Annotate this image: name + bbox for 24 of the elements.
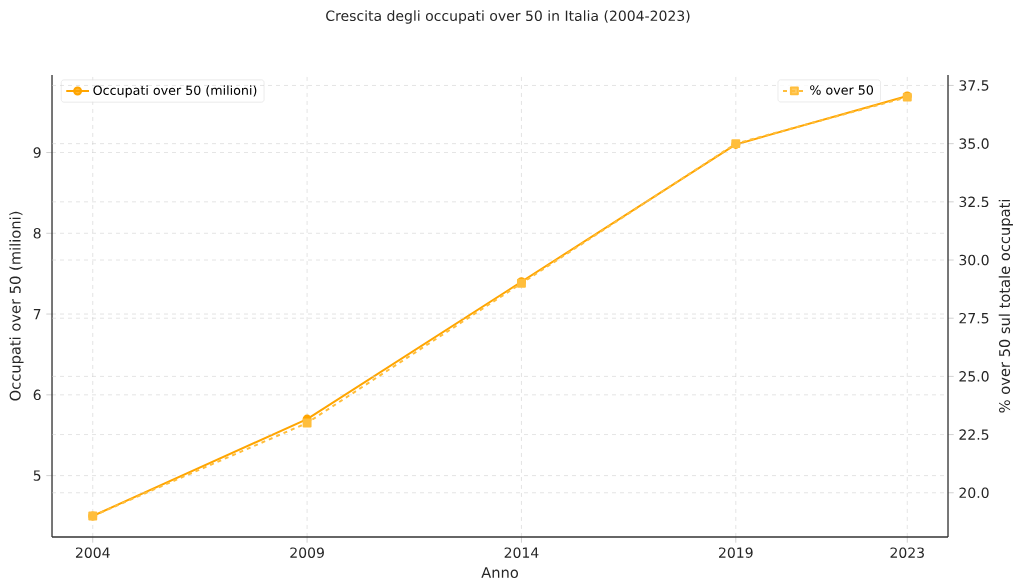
- x-tick-label: 2014: [504, 547, 539, 558]
- y2-tick-label: 37.5: [959, 80, 989, 91]
- legend-label: Occupati over 50 (milioni): [93, 85, 257, 98]
- y2-tick-label: 20.0: [959, 487, 989, 499]
- x-tick-label: 2023: [890, 547, 924, 558]
- x-tick-label: 2009: [290, 547, 324, 558]
- y-tick-label: 8: [33, 228, 41, 239]
- y2-tick-label: 30.0: [959, 254, 989, 266]
- x-tick-label: 2004: [75, 547, 110, 558]
- y2-tick-label: 32.5: [959, 196, 989, 208]
- y-tick-label: 6: [33, 389, 41, 401]
- y-tick-label: 7: [33, 308, 41, 320]
- legend-label: % over 50: [810, 85, 874, 95]
- y2-tick-label: 25.0: [959, 371, 989, 382]
- x-tick-label: 2019: [719, 547, 753, 558]
- x-axis-title: Anno: [481, 567, 519, 579]
- y2-tick-label: 27.5: [959, 312, 989, 324]
- chart-title: Crescita degli occupati over 50 in Italia (2004-2023): [326, 10, 690, 24]
- y2-tick-label: 35.0: [959, 138, 989, 149]
- y2-tick-label: 22.5: [959, 429, 989, 440]
- y-tick-label: 5: [33, 470, 41, 481]
- y-tick-label: 9: [33, 147, 41, 158]
- y-axis-title: Occupati over 50 (milioni): [9, 211, 24, 401]
- y2-axis-title: % over 50 sul totale occupati: [998, 200, 1013, 413]
